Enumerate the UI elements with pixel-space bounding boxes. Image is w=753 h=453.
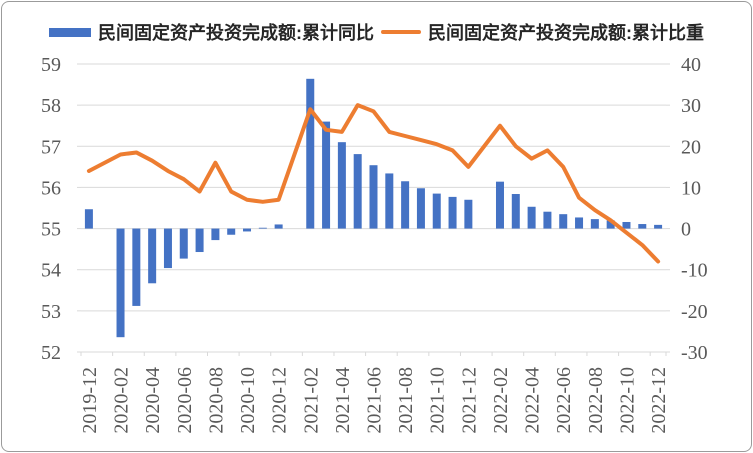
bar [84,209,93,229]
bar [132,228,141,306]
left-axis-label: 54 [41,260,61,282]
left-axis-label: 53 [41,301,61,323]
left-axis-label: 52 [41,342,61,364]
bar [337,142,346,229]
bar [369,165,378,229]
legend-label-yoy: 民间固定资产投资完成额:累计同比 [98,23,374,43]
bar [195,228,204,253]
x-axis-label: 2020-10 [237,367,259,434]
bar [179,228,188,259]
right-axis-label: 30 [681,95,701,117]
bar [227,228,236,235]
bar [448,196,457,229]
legend-line-swatch-icon [381,30,421,34]
bar [163,228,172,269]
legend: 民间固定资产投资完成额:累计同比 民间固定资产投资完成额:累计比重 [2,19,751,45]
bar [559,214,568,229]
x-axis-label: 2021-08 [395,367,417,434]
bar [385,173,394,229]
bar [511,194,520,229]
x-axis-label: 2022-02 [490,367,512,434]
right-axis-label: -30 [681,342,708,364]
trend-line [86,103,661,264]
bar [527,206,536,229]
right-axis-label: 40 [681,54,701,76]
bar [575,217,584,229]
x-axis-label: 2021-12 [458,367,480,434]
bar [495,181,504,229]
x-axis-label: 2022-12 [648,367,670,434]
legend-label-share: 民间固定资产投资完成额:累计比重 [428,23,704,43]
x-axis-label: 2021-06 [364,367,386,434]
bar [243,228,252,232]
bar [211,228,220,241]
right-axis-label: -20 [681,301,708,323]
bar [416,188,425,229]
bar [322,121,331,229]
x-axis-label: 2020-02 [111,367,133,434]
x-axis-label: 2019-12 [79,367,101,434]
left-axis-label: 57 [41,136,61,158]
bar [543,211,552,229]
legend-bar-swatch-icon [49,27,91,37]
left-axis-label: 56 [41,177,61,199]
right-axis-label: 10 [681,177,701,199]
x-axis-label: 2020-12 [269,367,291,434]
bar [258,227,267,229]
left-axis-label: 59 [41,54,61,76]
bar [353,154,362,229]
right-axis-label: -10 [681,260,708,282]
left-axis-label: 55 [41,219,61,241]
bar [274,224,283,229]
bar [638,224,647,229]
x-axis-label: 2021-02 [300,367,322,434]
right-axis-label: 0 [681,219,691,241]
bar [654,224,663,229]
x-axis-label: 2022-08 [585,367,607,434]
x-axis-label: 2020-06 [174,367,196,434]
bar [116,228,125,338]
right-axis-label: 20 [681,136,701,158]
x-axis-label: 2020-04 [142,367,164,434]
bar [606,220,615,229]
bar [401,181,410,229]
bar [148,228,157,284]
left-axis-label: 58 [41,95,61,117]
bar [590,219,599,229]
x-axis-label: 2022-10 [616,367,638,434]
bar [432,193,441,229]
x-axis-label: 2021-04 [332,367,354,434]
bar [622,221,631,229]
x-axis-label: 2022-04 [522,367,544,434]
bar [464,199,473,229]
bar [306,78,315,229]
x-axis-label: 2021-10 [427,367,449,434]
x-axis-label: 2020-08 [205,367,227,434]
x-axis-label: 2022-06 [553,367,575,434]
